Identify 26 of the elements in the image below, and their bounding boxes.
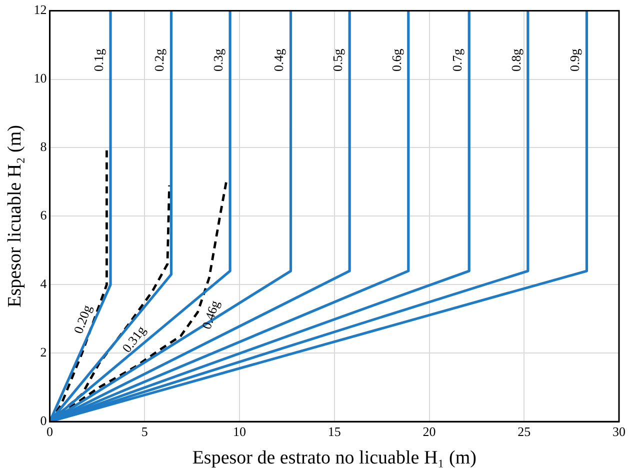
x-tick-label: 10 bbox=[233, 424, 246, 439]
text: 0.5g bbox=[330, 48, 345, 72]
x-axis-title: Espesor de estrato no licuable H₁ (m) bbox=[192, 448, 476, 469]
text: 0.1g bbox=[90, 48, 106, 72]
y-tick-label: 10 bbox=[34, 70, 47, 86]
y-tick-label: 6 bbox=[40, 208, 48, 223]
y-tick-label: 12 bbox=[34, 2, 47, 18]
x-tick-label: 15 bbox=[328, 424, 341, 439]
text: 0.46g bbox=[198, 298, 222, 332]
text: 0.9g bbox=[567, 48, 582, 72]
y-axis-title: Espesor licuable H₂ (m) bbox=[4, 125, 26, 308]
x-tick-label: 20 bbox=[422, 424, 436, 439]
text: 0.2g bbox=[152, 48, 167, 72]
text: 0.4g bbox=[271, 48, 286, 72]
y-tick-label: 4 bbox=[40, 276, 48, 292]
text: 0.8g bbox=[508, 48, 524, 72]
y-tick-label: 2 bbox=[40, 344, 47, 360]
text: 0.7g bbox=[450, 48, 465, 72]
y-tick-label: 8 bbox=[40, 139, 47, 154]
x-tick-label: 5 bbox=[141, 424, 148, 439]
text: 0.6g bbox=[388, 48, 404, 72]
y-tick-label: 0 bbox=[40, 413, 47, 428]
text: 0.20g bbox=[70, 302, 95, 336]
x-tick-label: 30 bbox=[612, 424, 626, 439]
x-tick-label: 25 bbox=[518, 424, 531, 439]
text: 0.3g bbox=[210, 48, 226, 72]
